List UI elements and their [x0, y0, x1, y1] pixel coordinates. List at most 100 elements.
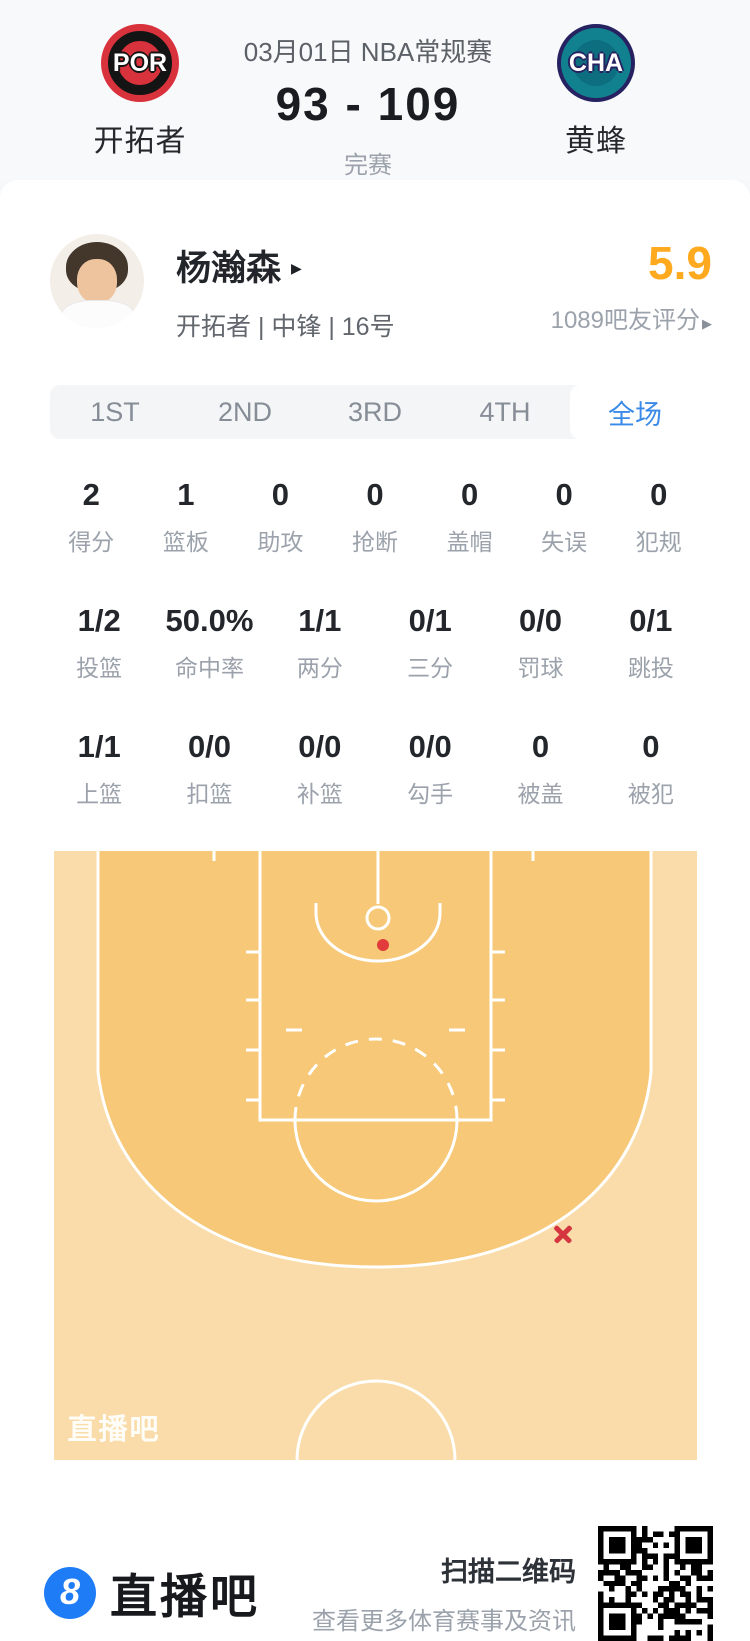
- qr-code: [598, 1526, 713, 1641]
- stat-label: 跳投: [627, 655, 674, 681]
- stat-罚球: 0/0 罚球: [485, 603, 595, 683]
- tab-2ND[interactable]: 2ND: [217, 396, 272, 427]
- stat-value: 0/0: [298, 729, 342, 764]
- stat-投篮: 1/2 投篮: [44, 603, 154, 683]
- stat-value: 0/0: [518, 603, 563, 638]
- stat-label: 得分: [68, 529, 115, 555]
- baseline-hashes: [212, 851, 534, 861]
- stat-盖帽: 0 盖帽: [422, 477, 517, 557]
- zhibo8-icon: 8: [44, 1566, 96, 1619]
- stat-被盖: 0 被盖: [485, 729, 595, 809]
- stat-value: 0: [642, 729, 660, 764]
- match-header: POR 开拓者 03月01日 NBA常规赛 93 - 109 完赛 CHA 黄蜂: [0, 0, 750, 180]
- lane-ticks-left: [245, 950, 260, 1102]
- tab-3RD[interactable]: 3RD: [347, 396, 402, 427]
- stat-value: 0: [271, 477, 290, 512]
- stat-被犯: 0 被犯: [596, 729, 706, 809]
- stat-value: 2: [82, 477, 100, 512]
- player-info: 杨瀚森 ▶ 开拓者 | 中锋 | 16号: [176, 234, 395, 343]
- team-away[interactable]: CHA 黄蜂: [512, 24, 680, 160]
- stat-value: 50.0%: [165, 603, 254, 638]
- stat-value: 0/1: [629, 603, 673, 638]
- stat-勾手: 0/0 勾手: [375, 729, 485, 809]
- stat-篮板: 1 篮板: [139, 477, 234, 557]
- brand-name: 直播吧: [110, 1570, 260, 1623]
- rating-value: 5.9: [648, 237, 712, 289]
- stat-三分: 0/1 三分: [375, 603, 485, 683]
- match-score: 93 - 109: [275, 78, 461, 130]
- stat-label: 命中率: [174, 655, 244, 681]
- qr-matrix: [598, 1526, 713, 1641]
- stat-犯规: 0 犯规: [611, 477, 706, 557]
- stat-value: 1/2: [77, 603, 121, 638]
- match-date: 03月01日 NBA常规赛: [243, 37, 493, 67]
- brand-glyph: 8: [59, 1570, 81, 1612]
- stat-value: 0/0: [408, 729, 452, 764]
- court-svg: [53, 851, 697, 1460]
- cha-abbr: CHA: [568, 48, 624, 77]
- rating-label-text: 1089吧友评分: [550, 307, 700, 334]
- stat-命中率: 50.0% 命中率: [154, 603, 264, 683]
- qr-caption: 扫描二维码 查看更多体育赛事及资讯: [312, 1550, 576, 1636]
- stat-label: 扣篮: [186, 781, 233, 807]
- three-point-line: [96, 851, 652, 1269]
- stat-补篮: 0/0 补篮: [265, 729, 375, 809]
- stat-label: 盖帽: [446, 529, 493, 555]
- tab-bar: 1ST 2ND 3RD 4TH 全场: [50, 385, 700, 439]
- stat-value: 0: [366, 477, 384, 512]
- stat-label: 补篮: [296, 781, 343, 807]
- court-watermark: 直播吧: [67, 1414, 161, 1446]
- player-meta: 开拓者 | 中锋 | 16号: [176, 313, 395, 341]
- player-name: 杨瀚森: [176, 249, 282, 288]
- stat-label: 犯规: [635, 529, 682, 555]
- free-throw-circle-solid: [293, 1119, 458, 1203]
- stat-value: 0: [460, 477, 479, 512]
- stat-label: 抢断: [351, 529, 398, 555]
- center-circle: [295, 1379, 456, 1460]
- stat-label: 篮板: [162, 529, 209, 555]
- away-team-name: 黄蜂: [565, 125, 627, 158]
- stat-value: 1/1: [298, 603, 342, 638]
- stat-value: 0: [555, 477, 573, 512]
- rim: [365, 905, 390, 931]
- team-home[interactable]: POR 开拓者: [56, 24, 224, 160]
- chevron-right-icon: ▶: [702, 316, 712, 331]
- stat-助攻: 0 助攻: [233, 477, 328, 557]
- tab-4TH[interactable]: 4TH: [479, 396, 531, 427]
- player-name-row[interactable]: 杨瀚森 ▶: [176, 240, 395, 291]
- rating-block[interactable]: 5.9 1089吧友评分 ▶: [551, 234, 712, 335]
- avatar-face: [77, 259, 117, 303]
- stat-value: 0/0: [187, 729, 232, 764]
- stat-label: 被犯: [627, 781, 674, 807]
- stats-row-3: 1/1 上篮 0/0 扣篮 0/0 补篮 0/0 勾手 0 被盖 0 被犯: [44, 729, 706, 809]
- cha-team-logo: CHA: [557, 24, 635, 102]
- paint-lane: [258, 851, 492, 1122]
- qr-title: 扫描二维码: [441, 1557, 576, 1587]
- footer: 8 直播吧 扫描二维码 查看更多体育赛事及资讯: [0, 1460, 750, 1641]
- stat-两分: 1/1 两分: [265, 603, 375, 683]
- stat-得分: 2 得分: [44, 477, 139, 557]
- shot-made-marker: [376, 939, 389, 951]
- rating-label: 1089吧友评分 ▶: [551, 300, 712, 335]
- shot-overlay: [54, 851, 697, 1460]
- shot-missed-marker: [551, 1222, 575, 1246]
- por-team-logo: POR: [101, 24, 179, 102]
- stat-value: 0: [531, 729, 550, 764]
- player-card: 杨瀚森 ▶ 开拓者 | 中锋 | 16号 5.9 1089吧友评分 ▶ 1ST 2N…: [0, 180, 750, 1460]
- tab-1ST[interactable]: 1ST: [90, 396, 140, 427]
- stat-value: 1: [177, 477, 195, 512]
- tab-全场[interactable]: 全场: [570, 385, 700, 439]
- restricted-arc: [314, 903, 441, 963]
- brand-logo: 8 直播吧: [44, 1558, 260, 1627]
- stat-label: 勾手: [407, 781, 454, 807]
- player-row: 杨瀚森 ▶ 开拓者 | 中锋 | 16号 5.9 1089吧友评分 ▶: [0, 180, 750, 343]
- por-abbr: POR: [112, 48, 168, 77]
- stat-上篮: 1/1 上篮: [44, 729, 154, 809]
- stat-抢断: 0 抢断: [328, 477, 423, 557]
- stat-label: 被盖: [517, 781, 564, 807]
- stat-label: 罚球: [517, 655, 564, 681]
- player-avatar[interactable]: [50, 234, 144, 328]
- stats-row-2: 1/2 投篮 50.0% 命中率 1/1 两分 0/1 三分 0/0 罚球 0/1 跳投: [44, 603, 706, 683]
- stat-跳投: 0/1 跳投: [596, 603, 706, 683]
